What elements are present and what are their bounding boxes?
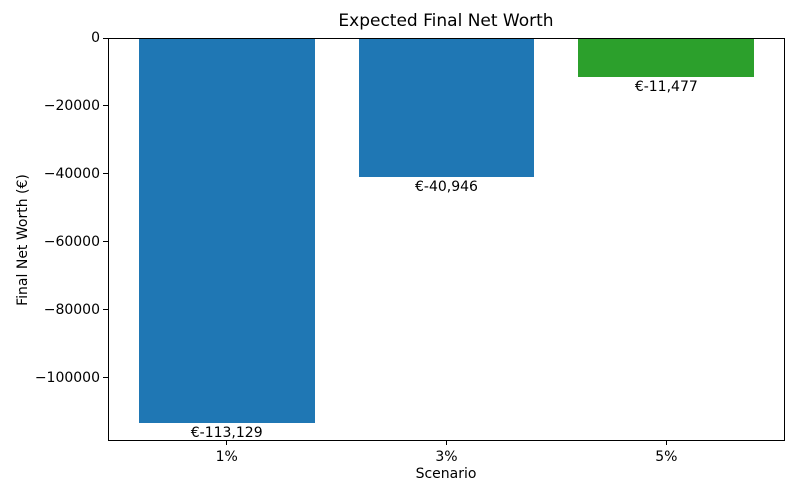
y-tick-mark [103,309,108,311]
y-tick-mark [103,37,108,39]
y-tick-mark [103,105,108,107]
bar-value-label: €-113,129 [190,424,263,441]
y-tick-mark [103,241,108,243]
chart-title: Expected Final Net Worth [338,11,554,31]
bar-value-label: €-11,477 [634,79,698,96]
x-tick-mark [665,441,667,445]
bar [138,38,315,423]
y-tick-label: 0 [91,30,100,46]
y-tick-label: −100000 [34,369,100,386]
x-axis-label: Scenario [415,466,477,482]
y-tick-label: −80000 [43,301,100,318]
x-tick-mark [226,441,228,445]
y-tick-label: −20000 [43,97,100,114]
x-tick-label: 3% [435,449,458,465]
y-tick-label: −40000 [43,165,100,182]
x-tick-label: 5% [655,449,678,465]
x-tick-label: 1% [215,449,238,465]
y-tick-mark [103,173,108,175]
x-tick-mark [446,441,447,445]
bar-value-label: €-40,946 [415,179,478,196]
bar [358,38,535,178]
y-tick-label: −60000 [43,233,100,250]
bar [578,38,755,78]
y-tick-mark [103,377,108,379]
